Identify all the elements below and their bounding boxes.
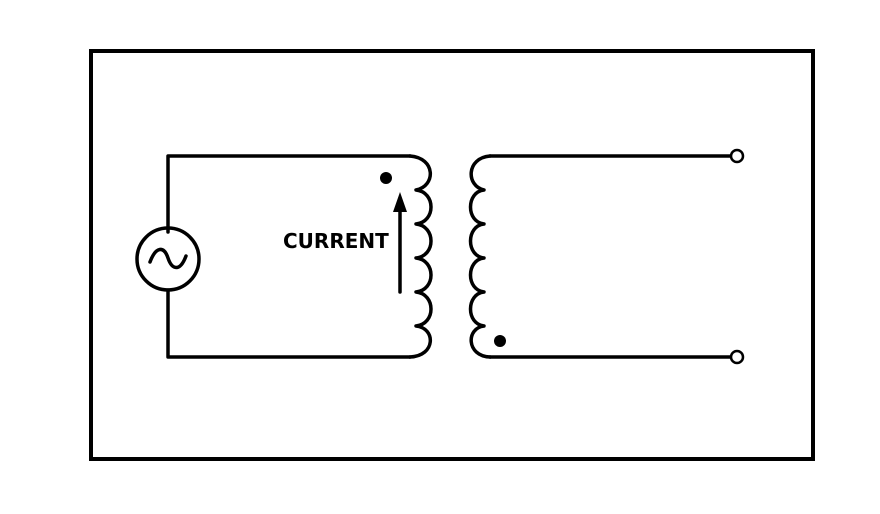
sine-wave-icon (148, 247, 188, 270)
primary-coil (408, 154, 433, 359)
primary-polarity-dot (380, 172, 392, 184)
ac-source-icon (135, 226, 201, 292)
secondary-coil (468, 154, 492, 359)
secondary-circuit (468, 148, 745, 365)
secondary-polarity-dot (494, 335, 506, 347)
output-terminal-bottom (729, 349, 745, 365)
current-label: CURRENT (283, 229, 389, 253)
primary-circuit: CURRENT (135, 154, 433, 359)
current-arrow (393, 192, 407, 294)
primary-top-wire (166, 154, 412, 234)
diagram-border (89, 49, 815, 461)
output-terminal-top (729, 148, 745, 164)
primary-bottom-wire (166, 288, 412, 359)
